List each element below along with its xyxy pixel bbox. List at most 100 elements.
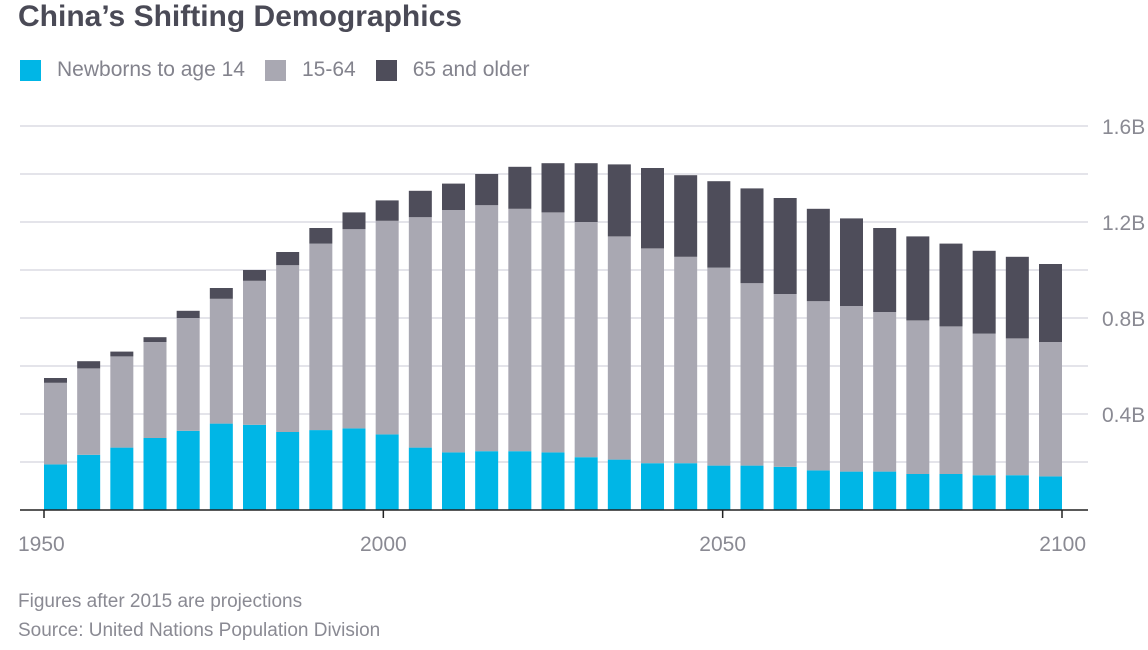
bar-65-plus-2055 xyxy=(740,188,764,284)
bar-15-64-2045 xyxy=(674,256,698,464)
bar-group-1990 xyxy=(309,228,333,510)
x-tick-label: 2000 xyxy=(360,533,407,556)
bar-group-2030 xyxy=(574,163,598,510)
bar-0-14-2030 xyxy=(574,457,598,510)
legend-label-0-14: Newborns to age 14 xyxy=(57,58,245,81)
bar-0-14-1955 xyxy=(77,454,101,510)
bar-15-64-1980 xyxy=(243,280,266,425)
bar-group-2020 xyxy=(508,166,532,510)
bar-15-64-2095 xyxy=(1005,338,1029,476)
bar-group-2070 xyxy=(840,218,863,510)
bar-65-plus-2025 xyxy=(541,163,565,213)
bar-65-plus-2020 xyxy=(508,166,532,209)
bar-group-2025 xyxy=(541,163,565,510)
bar-group-1950 xyxy=(44,378,67,510)
y-tick-label: 0.8B xyxy=(1102,308,1145,331)
bar-group-1980 xyxy=(243,270,266,510)
bars xyxy=(44,163,1062,510)
bar-65-plus-2050 xyxy=(707,181,731,268)
bar-15-64-2085 xyxy=(939,326,963,474)
bar-65-plus-1995 xyxy=(342,212,366,230)
bar-15-64-2030 xyxy=(574,222,598,458)
bar-15-64-2010 xyxy=(442,210,465,453)
bar-group-1965 xyxy=(143,337,167,510)
bar-65-plus-2095 xyxy=(1005,256,1029,339)
bar-group-2015 xyxy=(475,174,499,510)
bar-65-plus-2065 xyxy=(806,208,830,302)
bar-15-64-1955 xyxy=(77,368,101,455)
bar-65-plus-1950 xyxy=(44,378,67,383)
chart-title: China’s Shifting Demographics xyxy=(18,0,462,33)
bar-0-14-2080 xyxy=(906,474,930,510)
bar-0-14-1980 xyxy=(243,424,266,510)
bar-0-14-2045 xyxy=(674,463,698,510)
bar-65-plus-2035 xyxy=(607,164,631,237)
bar-15-64-1960 xyxy=(110,356,134,448)
bar-0-14-2085 xyxy=(939,474,963,510)
bar-group-2000 xyxy=(375,200,399,510)
bar-group-1970 xyxy=(176,310,200,510)
bar-group-2055 xyxy=(740,188,764,510)
bar-group-2065 xyxy=(806,208,830,510)
legend-swatch-15-64 xyxy=(264,59,286,81)
bar-0-14-2040 xyxy=(641,463,664,510)
bar-15-64-1990 xyxy=(309,243,333,431)
bar-65-plus-1955 xyxy=(77,361,101,369)
bar-65-plus-2070 xyxy=(840,218,863,306)
bar-65-plus-1970 xyxy=(176,310,200,318)
bar-15-64-1975 xyxy=(209,298,233,424)
bar-65-plus-2075 xyxy=(873,228,897,312)
bar-15-64-2050 xyxy=(707,267,731,466)
bar-group-2095 xyxy=(1005,256,1029,510)
bar-65-plus-2060 xyxy=(773,198,797,294)
x-axis-labels: 1950 2000 2050 2100 xyxy=(18,533,1086,556)
legend-swatch-0-14 xyxy=(20,59,41,81)
bar-65-plus-2100 xyxy=(1039,264,1062,342)
bar-group-2090 xyxy=(972,250,996,510)
bar-group-2005 xyxy=(408,190,432,510)
projection-note: Figures after 2015 are projections xyxy=(18,591,303,612)
bar-15-64-2100 xyxy=(1039,342,1062,477)
bar-0-14-2020 xyxy=(508,451,532,510)
bar-group-1955 xyxy=(77,361,101,510)
bar-65-plus-2010 xyxy=(442,183,465,210)
bar-0-14-2090 xyxy=(972,475,996,510)
bar-65-plus-1965 xyxy=(143,337,167,342)
bar-0-14-2055 xyxy=(740,465,764,510)
bar-group-1985 xyxy=(276,252,300,510)
bar-group-2060 xyxy=(773,198,797,510)
bar-0-14-2095 xyxy=(1005,475,1029,510)
legend: Newborns to age 14 15-64 65 and older xyxy=(20,58,549,82)
legend-item-0-14: Newborns to age 14 xyxy=(20,58,245,82)
bar-65-plus-2000 xyxy=(375,200,399,221)
bar-15-64-1970 xyxy=(176,318,200,431)
bar-0-14-2050 xyxy=(707,465,731,510)
bar-15-64-2075 xyxy=(873,312,897,472)
bar-0-14-2100 xyxy=(1039,476,1062,510)
bar-15-64-2000 xyxy=(375,220,399,435)
y-tick-label: 1.2B xyxy=(1102,212,1145,235)
bar-65-plus-2090 xyxy=(972,250,996,334)
bar-15-64-2070 xyxy=(840,306,863,472)
bar-0-14-2075 xyxy=(873,471,897,510)
bar-0-14-2035 xyxy=(607,459,631,510)
bar-0-14-1950 xyxy=(44,464,67,510)
bar-15-64-1965 xyxy=(143,342,167,438)
x-tick-label: 2050 xyxy=(699,533,746,556)
x-tick-label: 2100 xyxy=(1039,533,1086,556)
bar-group-2100 xyxy=(1039,264,1062,510)
bar-15-64-2020 xyxy=(508,208,532,452)
y-axis-labels: 0.4B 0.8B 1.2B 1.6B xyxy=(1102,116,1145,427)
x-axis xyxy=(20,509,1088,518)
bar-0-14-2025 xyxy=(541,452,565,510)
bar-group-2040 xyxy=(641,168,664,510)
bar-15-64-2055 xyxy=(740,283,764,466)
bar-group-2075 xyxy=(873,228,897,510)
bar-0-14-1985 xyxy=(276,432,300,510)
bar-group-2085 xyxy=(939,243,963,510)
bar-65-plus-2015 xyxy=(475,174,499,206)
source-note: Source: United Nations Population Divisi… xyxy=(18,620,381,641)
bar-15-64-2040 xyxy=(641,248,664,464)
bar-0-14-1995 xyxy=(342,428,366,510)
